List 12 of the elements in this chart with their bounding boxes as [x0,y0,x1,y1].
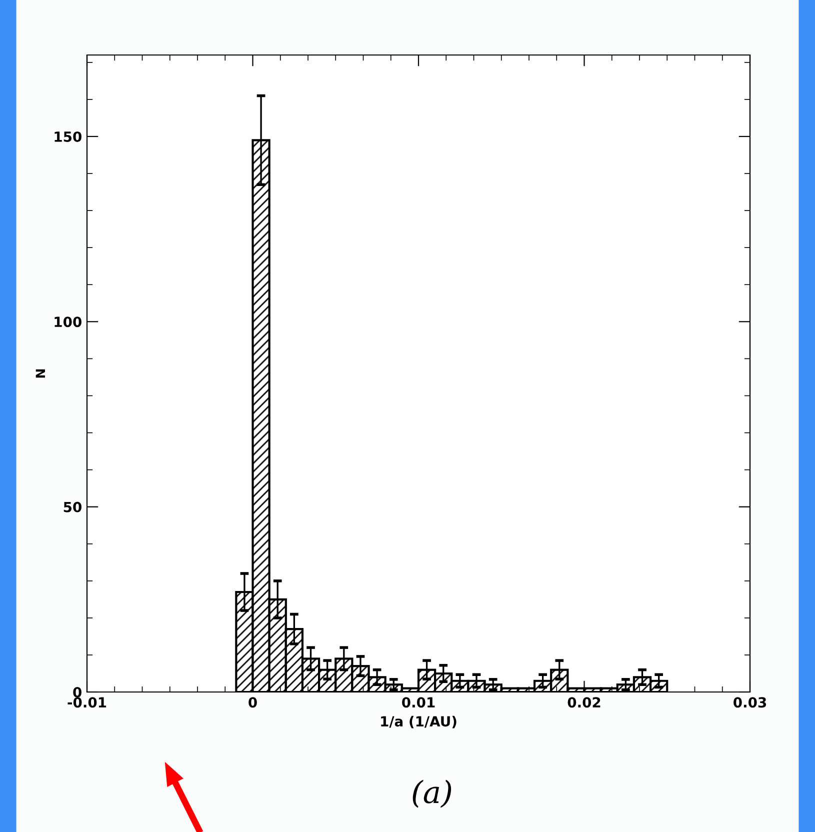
x-axis-title: 1/a (1/AU) [381,716,456,728]
x-tick-label: 0 [248,697,257,708]
y-tick-label: 150 [54,131,82,142]
x-tick-label: 0.03 [734,697,766,708]
x-tick-label: 0.02 [568,697,600,708]
y-tick-label: 100 [54,316,82,328]
y-tick-label: 50 [64,502,82,512]
y-axis-title: N [36,369,45,378]
y-tick-label: 0 [73,686,82,698]
text: (a) [412,780,452,808]
x-tick-label: 0.01 [402,697,435,708]
x-tick-label: -0.01 [68,697,106,708]
